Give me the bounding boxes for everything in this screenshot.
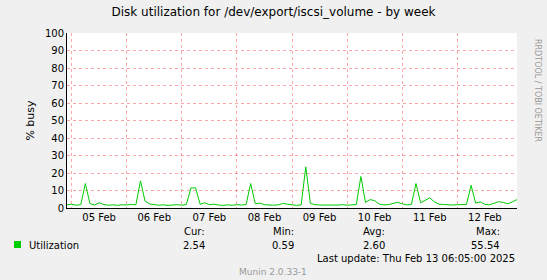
svg-text:55.54: 55.54 (471, 240, 500, 251)
svg-text:06 Feb: 06 Feb (137, 212, 171, 223)
svg-text:Last update: Thu Feb 13 06:05:: Last update: Thu Feb 13 06:05:00 2025 (317, 253, 515, 264)
svg-text:RRDTOOL / TOBI OETIKER: RRDTOOL / TOBI OETIKER (533, 39, 542, 142)
svg-text:07 Feb: 07 Feb (193, 212, 227, 223)
svg-text:50: 50 (51, 115, 64, 126)
svg-text:10: 10 (51, 185, 64, 196)
svg-text:Munin 2.0.33-1: Munin 2.0.33-1 (239, 267, 307, 277)
svg-text:Max:: Max: (476, 226, 500, 237)
svg-text:Min:: Min: (273, 226, 294, 237)
svg-text:% busy: % busy (24, 100, 37, 141)
svg-text:90: 90 (51, 45, 64, 56)
svg-text:Disk utilization for /dev/expo: Disk utilization for /dev/export/iscsi_v… (111, 5, 435, 19)
svg-text:70: 70 (51, 80, 64, 91)
svg-text:2.60: 2.60 (363, 240, 385, 251)
svg-text:Cur:: Cur: (184, 226, 205, 237)
svg-text:10 Feb: 10 Feb (358, 212, 392, 223)
svg-text:08 Feb: 08 Feb (248, 212, 282, 223)
svg-text:Utilization: Utilization (29, 240, 79, 251)
svg-text:12 Feb: 12 Feb (468, 212, 502, 223)
svg-text:05 Feb: 05 Feb (82, 212, 116, 223)
svg-text:Avg:: Avg: (363, 226, 385, 237)
svg-text:40: 40 (51, 133, 64, 144)
svg-text:0.59: 0.59 (272, 240, 294, 251)
svg-text:30: 30 (51, 150, 64, 161)
svg-text:60: 60 (51, 98, 64, 109)
svg-text:80: 80 (51, 63, 64, 74)
svg-text:2.54: 2.54 (183, 240, 205, 251)
svg-text:20: 20 (51, 168, 64, 179)
svg-text:0: 0 (58, 203, 64, 214)
svg-text:100: 100 (45, 28, 64, 39)
svg-text:09 Feb: 09 Feb (303, 212, 337, 223)
svg-text:11 Feb: 11 Feb (413, 212, 447, 223)
